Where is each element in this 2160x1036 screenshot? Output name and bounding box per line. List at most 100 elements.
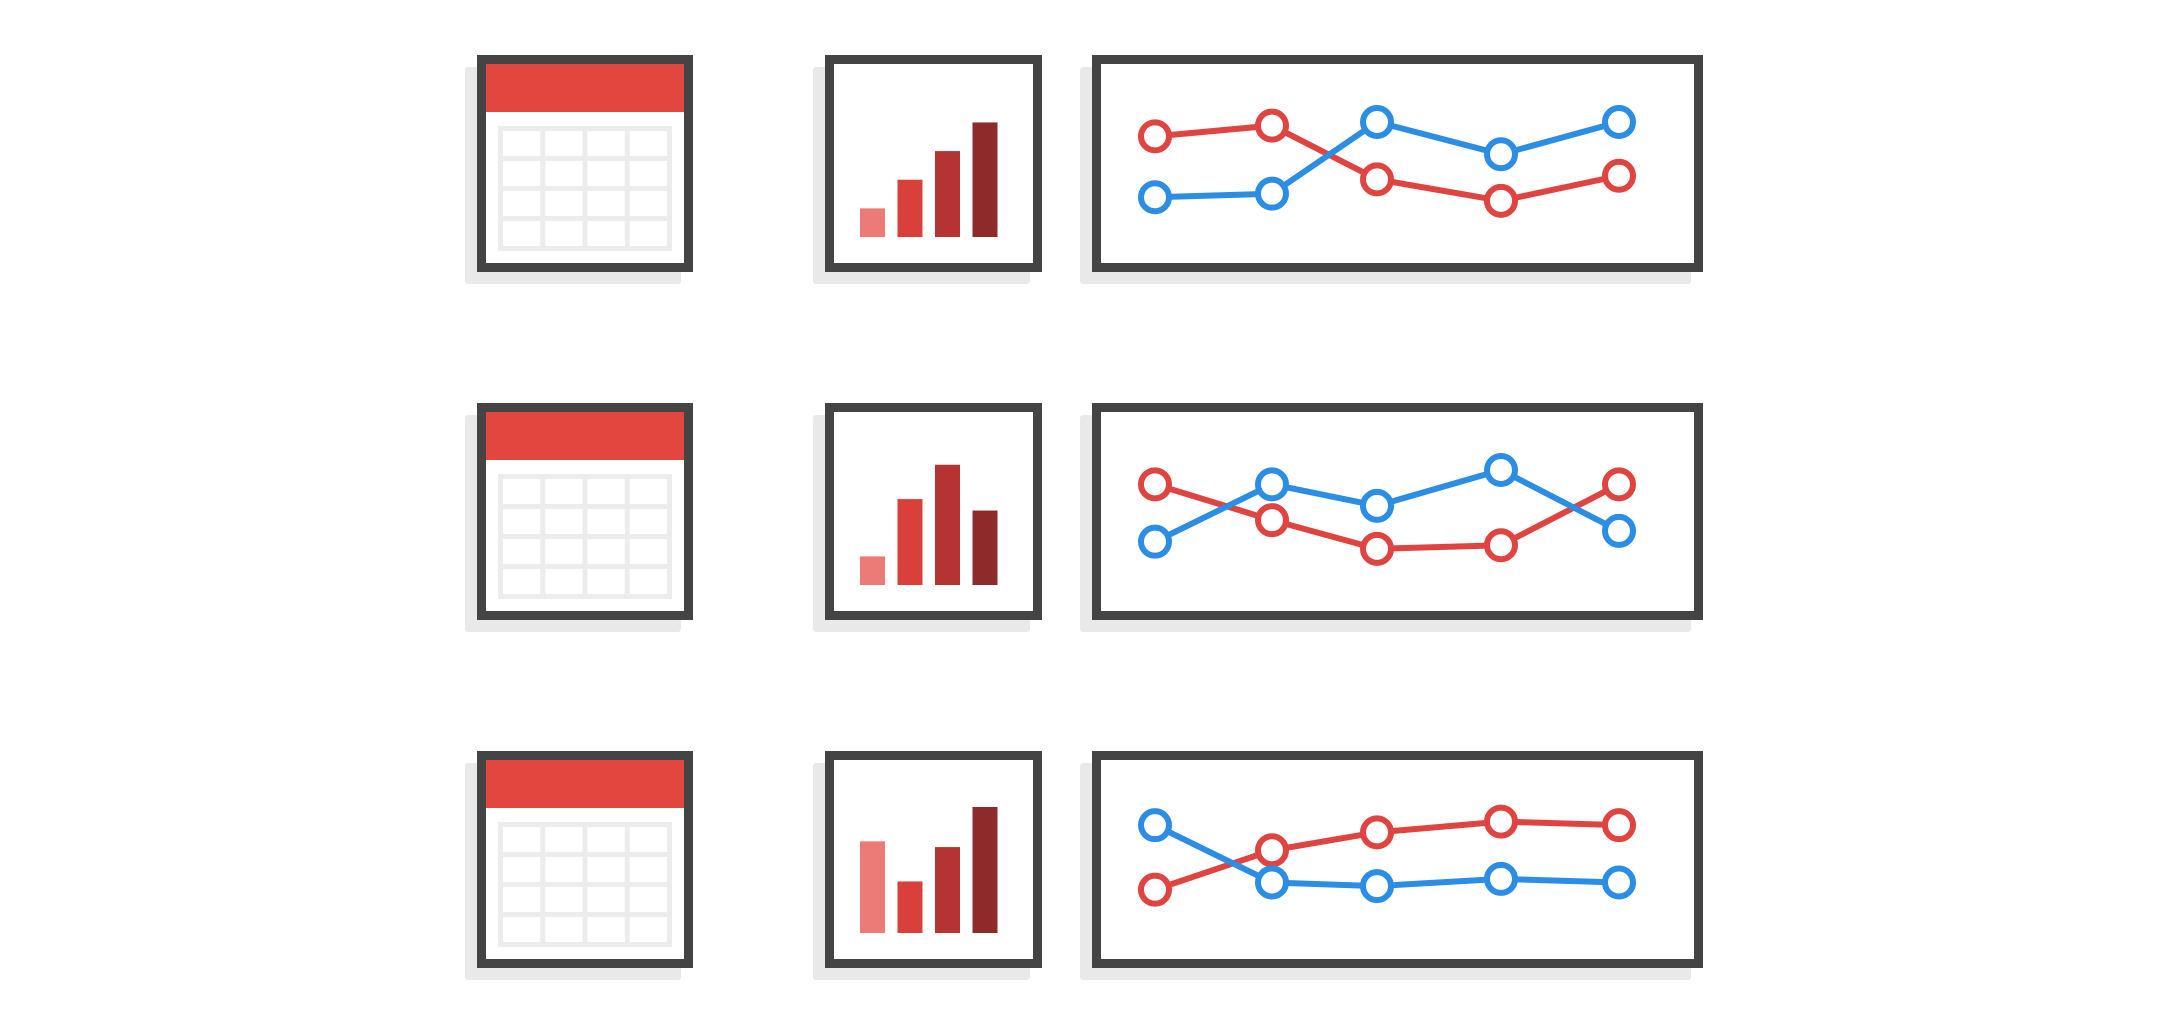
calendar-cell [545,191,583,216]
calendar-cell [629,569,667,594]
data-point [1360,869,1394,904]
line-series-blue [1138,105,1636,215]
calendar-cell [545,569,583,594]
calendar-cell [545,539,583,564]
calendar-cell [587,221,625,246]
calendar-cell [629,161,667,186]
line-chart-icon [1080,403,1703,632]
data-point [1138,119,1172,154]
calendar-cell [545,479,583,504]
calendar-cell [629,539,667,564]
data-point [1255,833,1289,868]
data-point [1602,467,1636,502]
calendar-header [486,760,684,808]
calendar-cell [587,569,625,594]
calendar-cell [545,857,583,882]
calendar-icon [465,403,693,632]
line-chart-icon [1080,751,1703,980]
data-point [1602,158,1636,193]
calendar-cell [503,917,541,942]
bar [897,499,923,585]
bar [972,807,998,933]
calendar-cell [587,509,625,534]
data-point [1360,162,1394,197]
data-point [1484,804,1518,839]
line-chart-icon [1080,55,1703,284]
calendar-cell [503,569,541,594]
calendar-cell [629,509,667,534]
calendar-cell [503,539,541,564]
calendar-cell [545,221,583,246]
calendar-icon [465,55,693,284]
calendar-header [486,64,684,112]
data-point [1360,105,1394,139]
data-point [1138,180,1172,215]
line-chart-frame [1092,55,1703,272]
calendar-cell [629,221,667,246]
data-point [1360,488,1394,523]
dashboard-row [465,403,1703,632]
calendar-cell [545,509,583,534]
bar-chart-icon [813,751,1042,980]
data-point [1138,524,1172,559]
calendar-cell [503,509,541,534]
line-series-blue [1138,453,1636,559]
calendar-cell [503,479,541,504]
dashboard-row [465,751,1703,980]
calendar-cell [587,827,625,852]
bar [860,208,885,237]
calendar-cell [587,539,625,564]
calendar-cell [503,827,541,852]
calendar-cell [545,161,583,186]
data-point [1255,503,1289,538]
calendar-cell [503,857,541,882]
calendar-cell [629,191,667,216]
bar [860,841,885,933]
bar-chart-icon [813,55,1042,284]
calendar-cell [503,887,541,912]
calendar-cell [503,191,541,216]
data-point [1360,531,1394,566]
data-point [1360,815,1394,850]
data-point [1602,865,1636,900]
data-point [1602,513,1636,548]
dashboard-row [465,55,1703,284]
bar [972,510,998,585]
calendar-cell [587,857,625,882]
line-series-blue [1138,808,1636,904]
calendar-icon [465,751,693,980]
data-point [1484,861,1518,896]
calendar-grid [498,126,672,251]
calendar-cell [587,887,625,912]
data-point [1255,467,1289,502]
data-point [1602,105,1636,139]
bar [897,881,923,933]
calendar-cell [587,131,625,156]
calendar-cell [629,887,667,912]
data-point [1484,528,1518,563]
calendar-cell [545,917,583,942]
bar [860,556,885,585]
data-point [1484,183,1518,218]
data-point [1138,808,1172,843]
data-point [1255,176,1289,211]
data-point [1484,453,1518,487]
calendar-cell [503,161,541,186]
line-series-red [1138,108,1636,218]
bar [935,151,960,237]
data-point [1255,108,1289,143]
calendar-cell [629,479,667,504]
data-point [1255,865,1289,900]
calendar-cell [545,887,583,912]
calendar-cell [587,479,625,504]
calendar-cell [545,827,583,852]
calendar-cell [629,917,667,942]
line-chart-frame [1092,403,1703,620]
data-point [1484,137,1518,172]
data-point [1138,872,1172,907]
calendar-cell [629,827,667,852]
calendar-cell [545,131,583,156]
calendar-cell [629,131,667,156]
calendar-cell [587,161,625,186]
